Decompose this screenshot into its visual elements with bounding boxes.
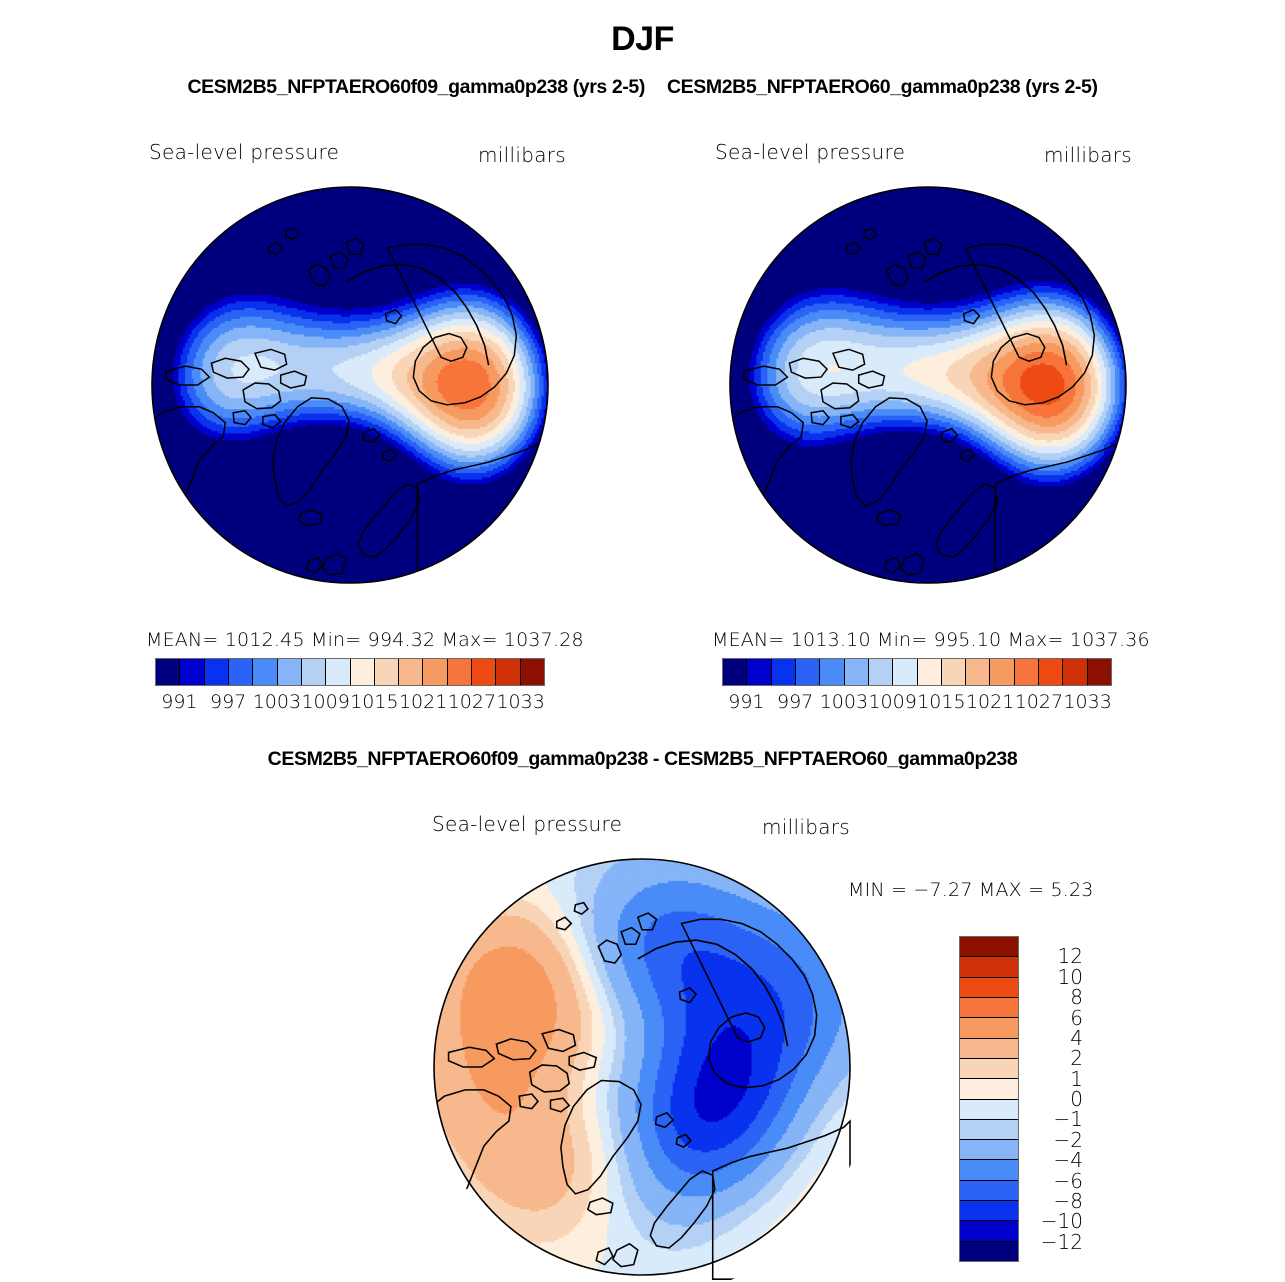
left-panel-variable-label: Sea-level pressure [149, 140, 339, 164]
colorbar-tick-label: 1015 [350, 691, 398, 713]
right-panel-stats: MEAN= 1013.10 Min= 995.10 Max= 1037.36 [712, 629, 1150, 651]
contour-field [730, 187, 1127, 584]
colorbar-cell [820, 659, 844, 685]
colorbar-cell [448, 659, 472, 685]
colorbar-tick-label: 997 [210, 691, 246, 713]
colorbar-cell [960, 1221, 1018, 1241]
right-panel-units-label: millibars [1044, 143, 1132, 167]
colorbar-cell [521, 659, 544, 685]
colorbar-cell [960, 1039, 1018, 1059]
colorbar-cell [326, 659, 350, 685]
colorbar-cell [960, 1018, 1018, 1038]
difference-panel-colorbar: 12 10 8 6 4 2 1 0 −1 −2 −4 −6 −8 −10 −12 [959, 936, 1124, 1266]
colorbar-cell [1063, 659, 1087, 685]
contour-field [434, 859, 851, 1276]
right-map-svg [728, 184, 1128, 588]
colorbar-cell [180, 659, 204, 685]
left-panel-stats: MEAN= 1012.45 Min= 994.32 Max= 1037.28 [146, 629, 584, 651]
right-colorbar-ticks: 991 997 1003 1009 1015 1021 1027 1033 [722, 691, 1112, 719]
difference-panel-variable-label: Sea-level pressure [432, 812, 622, 836]
colorbar-cell [960, 1120, 1018, 1140]
colorbar-cell [302, 659, 326, 685]
colorbar-cell [960, 1140, 1018, 1160]
colorbar-cell [723, 659, 747, 685]
main-title: DJF [0, 20, 1285, 59]
difference-colorbar-ticks: 12 10 8 6 4 2 1 0 −1 −2 −4 −6 −8 −10 −12 [1025, 936, 1120, 1262]
contour-field [152, 187, 549, 584]
colorbar-cell [747, 659, 771, 685]
colorbar-cell [772, 659, 796, 685]
colorbar-tick-label: 1009 [868, 691, 916, 713]
difference-panel-case-title: CESM2B5_NFPTAERO60f09_gamma0p238 - CESM2… [0, 748, 1285, 771]
case-titles-row: CESM2B5_NFPTAERO60f09_gamma0p238 (yrs 2-… [0, 76, 1285, 99]
colorbar-cell [960, 1160, 1018, 1180]
right-panel-colorbar: 991 997 1003 1009 1015 1021 1027 1033 [722, 658, 1112, 719]
colorbar-cell [278, 659, 302, 685]
colorbar-cell [229, 659, 253, 685]
colorbar-cell [205, 659, 229, 685]
difference-colorbar-cells [959, 936, 1019, 1262]
colorbar-cell [960, 1059, 1018, 1079]
colorbar-tick-label: 997 [777, 691, 813, 713]
difference-panel-map [432, 856, 852, 1280]
difference-map-svg [432, 856, 852, 1280]
right-panel-case-title: CESM2B5_NFPTAERO60_gamma0p238 (yrs 2-5) [667, 76, 1098, 99]
colorbar-cell [960, 1201, 1018, 1221]
colorbar-cell [1039, 659, 1063, 685]
colorbar-cell [960, 1079, 1018, 1099]
colorbar-cell [375, 659, 399, 685]
colorbar-cell [869, 659, 893, 685]
right-panel-map [728, 184, 1128, 588]
colorbar-tick-label: 1009 [301, 691, 349, 713]
colorbar-tick-label: −12 [1025, 1230, 1083, 1254]
difference-panel-stats: MIN = −7.27 MAX = 5.23 [848, 879, 1094, 901]
colorbar-tick-label: 1027 [448, 691, 496, 713]
colorbar-cell [496, 659, 520, 685]
colorbar-cell [960, 978, 1018, 998]
right-panel-variable-label: Sea-level pressure [715, 140, 905, 164]
colorbar-cell [893, 659, 917, 685]
colorbar-cell [960, 937, 1018, 957]
colorbar-tick-label: 1015 [917, 691, 965, 713]
colorbar-cell [156, 659, 180, 685]
left-colorbar-cells [155, 658, 545, 686]
colorbar-tick-label: 1033 [496, 691, 544, 713]
colorbar-cell [423, 659, 447, 685]
colorbar-cell [942, 659, 966, 685]
colorbar-cell [399, 659, 423, 685]
left-panel-case-title: CESM2B5_NFPTAERO60f09_gamma0p238 (yrs 2-… [187, 76, 645, 99]
colorbar-tick-label: 1027 [1015, 691, 1063, 713]
colorbar-cell [1015, 659, 1039, 685]
colorbar-cell [1088, 659, 1111, 685]
left-colorbar-ticks: 991 997 1003 1009 1015 1021 1027 1033 [155, 691, 545, 719]
colorbar-cell [960, 1181, 1018, 1201]
difference-panel-units-label: millibars [762, 815, 850, 839]
left-map-svg [150, 184, 550, 588]
colorbar-tick-label: 991 [728, 691, 764, 713]
colorbar-cell [351, 659, 375, 685]
colorbar-tick-label: 1003 [253, 691, 301, 713]
colorbar-tick-label: 991 [161, 691, 197, 713]
colorbar-cell [472, 659, 496, 685]
colorbar-cell [990, 659, 1014, 685]
colorbar-cell [918, 659, 942, 685]
colorbar-cell [960, 998, 1018, 1018]
right-colorbar-cells [722, 658, 1112, 686]
colorbar-cell [845, 659, 869, 685]
colorbar-cell [960, 957, 1018, 977]
colorbar-tick-label: 1021 [399, 691, 447, 713]
colorbar-cell [796, 659, 820, 685]
colorbar-tick-label: 1003 [820, 691, 868, 713]
left-panel-map [150, 184, 550, 588]
left-panel-units-label: millibars [478, 143, 566, 167]
colorbar-cell [960, 1100, 1018, 1120]
colorbar-cell [966, 659, 990, 685]
colorbar-tick-label: 1033 [1063, 691, 1111, 713]
colorbar-cell [253, 659, 277, 685]
colorbar-tick-label: 1021 [966, 691, 1014, 713]
left-panel-colorbar: 991 997 1003 1009 1015 1021 1027 1033 [155, 658, 545, 719]
colorbar-cell [960, 1242, 1018, 1261]
